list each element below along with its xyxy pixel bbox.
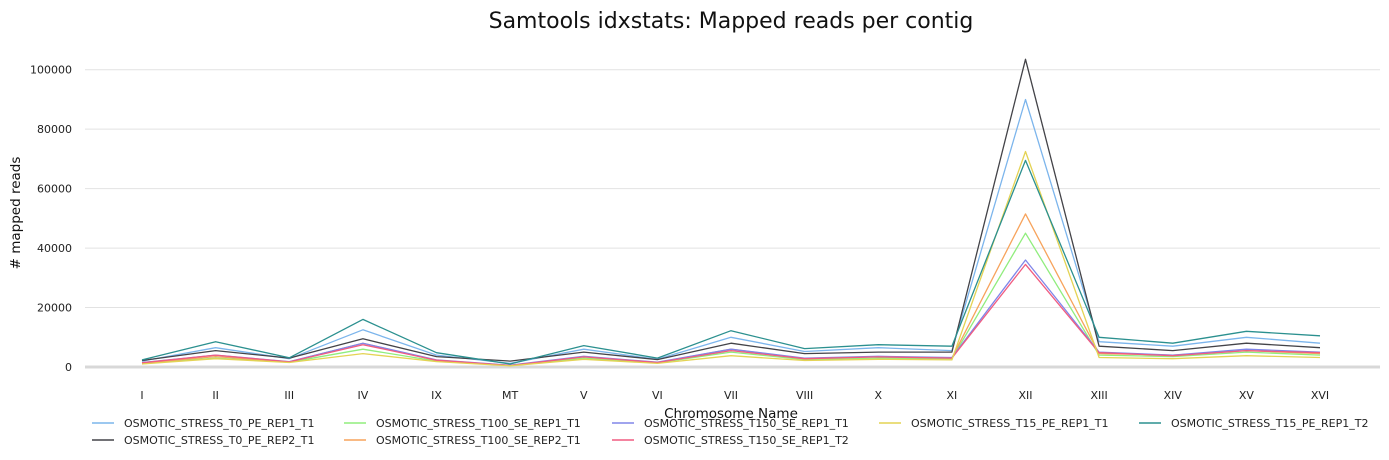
y-tick-label: 60000 <box>37 183 72 196</box>
x-tick-label: V <box>580 389 588 402</box>
x-tick-label: IX <box>431 389 442 402</box>
x-tick-label: XI <box>946 389 957 402</box>
series-line <box>141 263 1321 367</box>
legend-item-label: OSMOTIC_STRESS_T15_PE_REP1_T2 <box>1171 417 1368 430</box>
y-tick-label: 80000 <box>37 123 72 136</box>
x-tick-label: MT <box>502 389 518 402</box>
x-tick-label: VI <box>652 389 663 402</box>
legend-item-label: OSMOTIC_STRESS_T100_SE_REP1_T1 <box>376 417 581 430</box>
x-axis-label: Chromosome Name <box>664 406 798 422</box>
x-tick-label: VIII <box>796 389 813 402</box>
series-line <box>141 98 1321 365</box>
legend-item-label: OSMOTIC_STRESS_T0_PE_REP2_T1 <box>124 434 314 447</box>
series-line <box>141 159 1321 365</box>
legend-item-label: OSMOTIC_STRESS_T15_PE_REP1_T1 <box>911 417 1108 430</box>
legend-item-label: OSMOTIC_STRESS_T100_SE_REP2_T1 <box>376 434 581 447</box>
grid-lines <box>85 69 1380 369</box>
x-tick-label: XVI <box>1311 389 1329 402</box>
x-tick-label: II <box>212 389 219 402</box>
series-lines <box>141 58 1321 367</box>
series-line <box>141 150 1321 367</box>
x-tick-label: XII <box>1018 389 1032 402</box>
x-tick-label: XIV <box>1164 389 1183 402</box>
y-tick-label: 20000 <box>37 302 72 315</box>
x-tick-label: III <box>284 389 294 402</box>
x-tick-label: IV <box>357 389 368 402</box>
x-axis-ticks: I II III IV IX MT V VI VII VIII X XI XII XIII XIV XV XVI <box>140 389 1329 402</box>
y-tick-label: 40000 <box>37 242 72 255</box>
legend-item-label: OSMOTIC_STRESS_T150_SE_REP1_T2 <box>644 434 849 447</box>
x-tick-label: VII <box>724 389 738 402</box>
x-tick-label: X <box>874 389 882 402</box>
chart-title: Samtools idxstats: Mapped reads per cont… <box>489 9 974 34</box>
y-axis-label: # mapped reads <box>8 157 24 270</box>
x-tick-label: XIII <box>1090 389 1107 402</box>
legend-item-label: OSMOTIC_STRESS_T150_SE_REP1_T1 <box>644 417 849 430</box>
y-tick-label: 0 <box>65 361 72 374</box>
x-tick-label: XV <box>1239 389 1255 402</box>
y-axis-ticks: 0 20000 40000 60000 80000 100000 <box>30 64 72 374</box>
legend: OSMOTIC_STRESS_T0_PE_REP1_T1 OSMOTIC_STRE… <box>92 417 1368 447</box>
series-line <box>141 232 1321 367</box>
y-tick-label: 100000 <box>30 64 72 77</box>
series-line <box>141 58 1321 362</box>
legend-item-label: OSMOTIC_STRESS_T0_PE_REP1_T1 <box>124 417 314 430</box>
x-tick-label: I <box>140 389 143 402</box>
